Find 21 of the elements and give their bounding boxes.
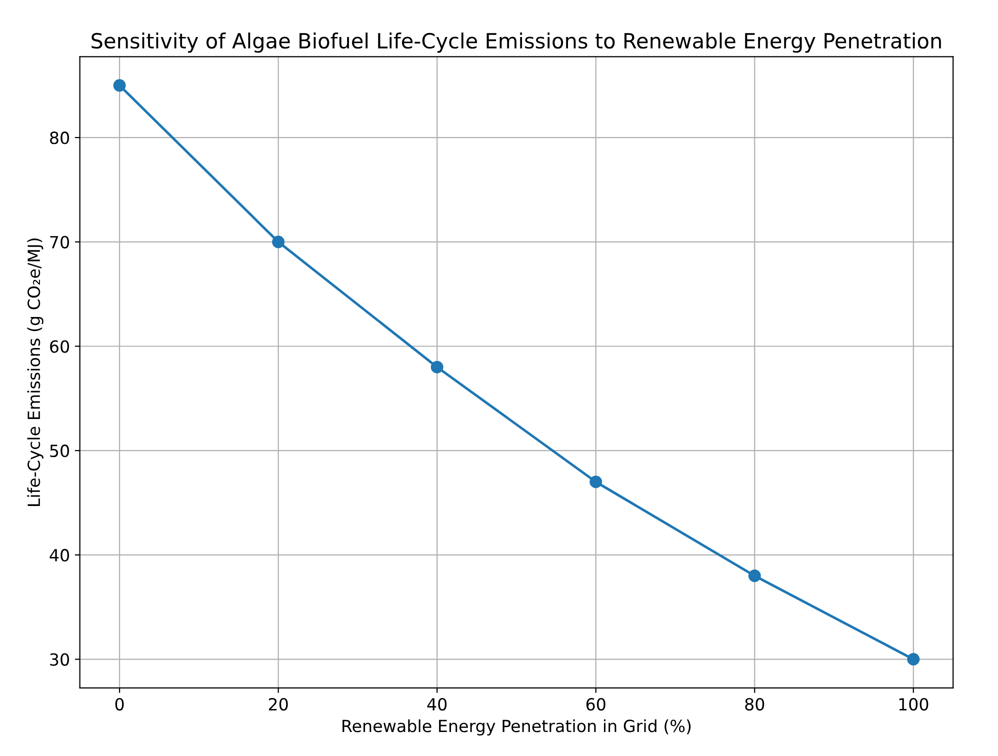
chart-title: Sensitivity of Algae Biofuel Life-Cycle Emissions to Renewable Energy Penetration [92,32,941,53]
x-tick-label: 100 [899,698,928,711]
y-tick-label: 70 [50,236,70,248]
x-tick-label: 20 [268,698,288,711]
x-axis-title: Renewable Energy Penetration in Grid (%) [342,719,691,736]
point [907,653,920,666]
point [590,476,602,488]
point [113,79,126,92]
x-tick-label: 40 [427,698,447,711]
point [272,236,285,248]
point [430,360,444,374]
y-tick-label: 80 [50,132,70,144]
point [748,570,761,582]
y-axis-title: Life-Cycle Emissions (g CO₂e/MJ) [27,238,44,506]
y-tick-label: 30 [50,653,70,666]
y-tick-label: 50 [50,444,70,458]
y-tick-label: 40 [50,548,70,562]
y-tick-label: 60 [50,340,70,353]
x-tick-label: 80 [745,698,764,711]
x-tick-label: 0 [115,698,124,711]
x-tick-label: 60 [586,698,606,711]
